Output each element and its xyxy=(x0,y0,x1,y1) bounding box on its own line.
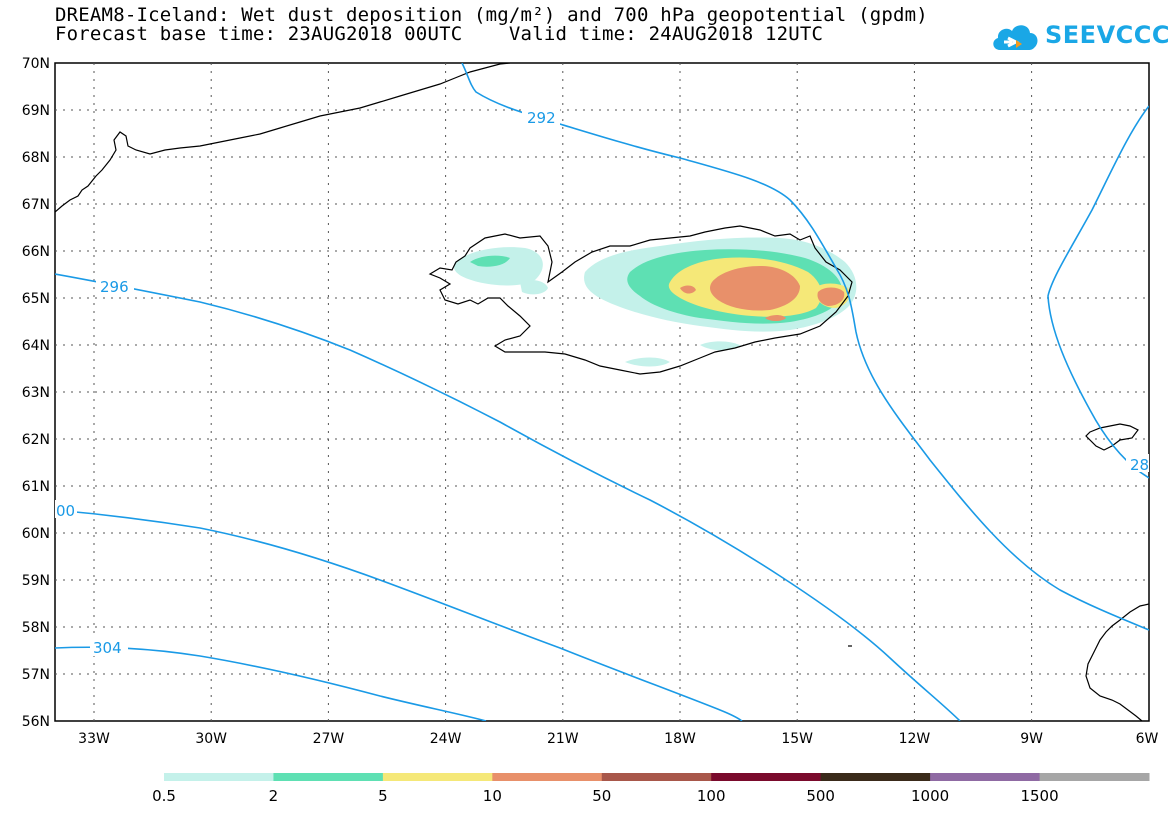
longitude-labels: 33W 30W 27W 24W 21W 18W 15W 12W 9W 6W xyxy=(78,731,1158,747)
lon-tick-label: 12W xyxy=(899,731,931,747)
greenland-coastline xyxy=(55,63,511,213)
legend-label: 1000 xyxy=(911,787,949,805)
cloud-icon xyxy=(993,25,1038,50)
coastlines xyxy=(55,63,1149,721)
lat-tick-label: 56N xyxy=(22,714,50,730)
contour-labels: 292 296 00 304 28 xyxy=(55,108,1149,657)
title-line-1: DREAM8-Iceland: Wet dust deposition (mg/… xyxy=(55,4,928,26)
lat-tick-label: 66N xyxy=(22,244,50,260)
lon-tick-label: 21W xyxy=(547,731,579,747)
lon-tick-label: 15W xyxy=(781,731,813,747)
lat-tick-label: 60N xyxy=(22,526,50,542)
lon-tick-label: 6W xyxy=(1136,731,1159,747)
contour-296 xyxy=(55,273,961,721)
legend-label: 5 xyxy=(378,787,388,805)
lon-tick-label: 30W xyxy=(195,731,227,747)
contour-label-296: 296 xyxy=(100,278,129,296)
lat-tick-label: 59N xyxy=(22,573,50,589)
legend-swatch xyxy=(1039,773,1150,781)
lat-tick-label: 63N xyxy=(22,385,50,401)
scotland-coastline xyxy=(1085,603,1149,721)
lat-tick-label: 68N xyxy=(22,150,50,166)
legend-label: 1500 xyxy=(1020,787,1058,805)
lat-tick-label: 61N xyxy=(22,479,50,495)
lat-tick-label: 70N xyxy=(22,56,50,72)
legend-label: 10 xyxy=(483,787,502,805)
dust-deposition-shading xyxy=(453,237,857,367)
latitude-labels: 70N 69N 68N 67N 66N 65N 64N 63N 62N 61N 60N 59N 58N 5… xyxy=(22,56,50,730)
contour-label-288: 28 xyxy=(1130,456,1149,474)
lon-tick-label: 18W xyxy=(664,731,696,747)
contour-300 xyxy=(55,509,743,721)
seevccc-logo: SEEVCCC xyxy=(990,20,1170,60)
lat-tick-label: 58N xyxy=(22,620,50,636)
legend-label: 50 xyxy=(592,787,611,805)
title-line-2: Forecast base time: 23AUG2018 00UTC Vali… xyxy=(55,23,824,45)
legend-swatch xyxy=(711,773,822,781)
contour-label-292: 292 xyxy=(527,109,556,127)
contour-label-300: 00 xyxy=(56,502,75,520)
map-frame xyxy=(54,62,1150,722)
lon-tick-label: 24W xyxy=(430,731,462,747)
legend-label: 2 xyxy=(269,787,279,805)
graticule xyxy=(55,63,1149,721)
faroe-islands xyxy=(1085,423,1139,451)
lat-tick-label: 67N xyxy=(22,197,50,213)
lon-tick-label: 33W xyxy=(78,731,110,747)
legend-label: 100 xyxy=(697,787,726,805)
lat-tick-label: 65N xyxy=(22,291,50,307)
color-legend: 0.5 2 5 10 50 100 500 1000 1500 xyxy=(152,773,1150,805)
legend-swatch xyxy=(273,773,384,781)
legend-swatch xyxy=(930,773,1041,781)
contour-label-304: 304 xyxy=(93,639,122,657)
lat-tick-label: 57N xyxy=(22,667,50,683)
legend-swatch xyxy=(492,773,603,781)
legend-swatch xyxy=(164,773,274,781)
iceland-coastline xyxy=(428,225,853,375)
legend-swatch xyxy=(820,773,931,781)
lat-tick-label: 62N xyxy=(22,432,50,448)
legend-swatch xyxy=(601,773,712,781)
legend-label: 0.5 xyxy=(152,787,176,805)
lon-tick-label: 27W xyxy=(313,731,345,747)
legend-swatch xyxy=(382,773,493,781)
logo-text: SEEVCCC xyxy=(1045,21,1170,49)
legend-label: 500 xyxy=(806,787,835,805)
lon-tick-label: 9W xyxy=(1020,731,1043,747)
lat-tick-label: 69N xyxy=(22,103,50,119)
lat-tick-label: 64N xyxy=(22,338,50,354)
